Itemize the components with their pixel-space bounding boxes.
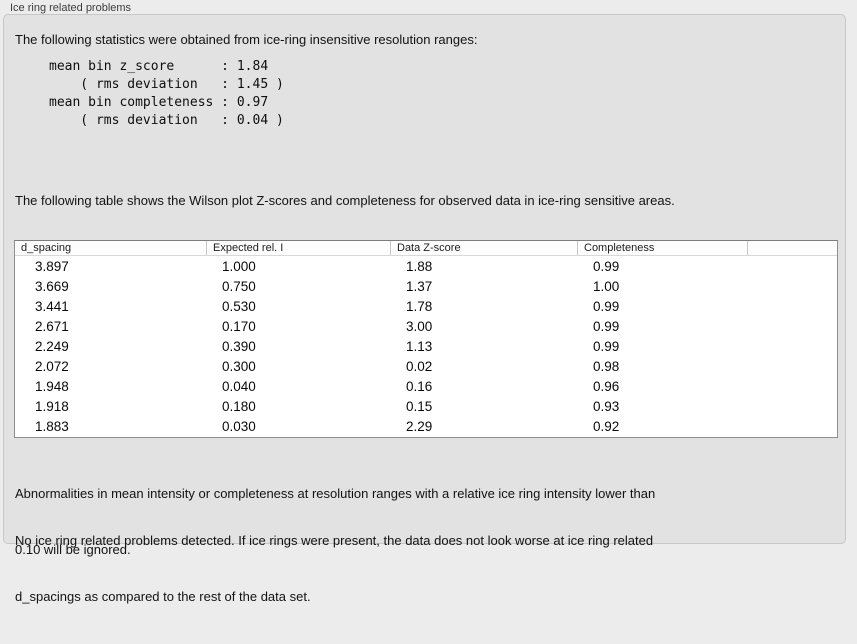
table-cell: 0.16	[406, 379, 433, 395]
table-cell: 1.13	[406, 338, 433, 354]
column-header-d-spacing[interactable]: d_spacing	[21, 242, 72, 254]
table-cell: 1.918	[35, 399, 69, 415]
column-header-filler	[747, 241, 837, 255]
table-cell: 0.300	[222, 359, 256, 375]
table-row[interactable]: 3.897 1.000 1.88 0.99	[15, 256, 837, 276]
table-body: 3.897 1.000 1.88 0.99 3.669 0.750 1.37 1.00 3.44…	[15, 256, 837, 437]
table-row[interactable]: 2.072 0.300 0.02 0.98	[15, 356, 837, 376]
table-cell: 0.390	[222, 338, 256, 354]
conclusion-line: No ice ring related problems detected. I…	[15, 533, 654, 549]
table-cell: 1.883	[35, 419, 69, 435]
table-cell: 3.669	[35, 278, 69, 294]
column-header-data-z-score[interactable]: Data Z-score	[390, 241, 577, 255]
ignore-note-line: Abnormalities in mean intensity or compl…	[15, 486, 656, 502]
table-cell: 0.93	[593, 399, 620, 415]
stats-block: mean bin z_score : 1.84 ( rms deviation …	[49, 58, 284, 130]
groupbox-title: Ice ring related problems	[10, 2, 132, 14]
table-cell: 1.00	[593, 278, 620, 294]
table-row[interactable]: 1.883 0.030 2.29 0.92	[15, 417, 837, 437]
table-cell: 3.897	[35, 258, 69, 274]
table-cell: 1.88	[406, 258, 433, 274]
ice-ring-panel: Ice ring related problems The following …	[3, 2, 846, 604]
stat-line-mean-completeness: mean bin completeness : 0.97	[49, 95, 269, 110]
table-row[interactable]: 1.948 0.040 0.16 0.96	[15, 377, 837, 397]
table-cell: 0.99	[593, 318, 620, 334]
table-cell: 2.249	[35, 338, 69, 354]
description-line: The following table shows the Wilson plo…	[15, 193, 675, 209]
table-cell: 3.00	[406, 318, 433, 334]
table-header-row: d_spacing Expected rel. I Data Z-score C…	[15, 241, 837, 256]
table-cell: 1.78	[406, 298, 433, 314]
table-row[interactable]: 3.669 0.750 1.37 1.00	[15, 276, 837, 296]
conclusion-text: No ice ring related problems detected. I…	[15, 495, 653, 644]
table-cell: 0.170	[222, 318, 256, 334]
table-cell: 0.15	[406, 399, 433, 415]
stat-line-c-rms-deviation: ( rms deviation : 0.04 )	[49, 113, 284, 128]
stat-line-z-rms-deviation: ( rms deviation : 1.45 )	[49, 77, 284, 92]
table-cell: 0.530	[222, 298, 256, 314]
table-row[interactable]: 1.918 0.180 0.15 0.93	[15, 397, 837, 417]
table-row[interactable]: 3.441 0.530 1.78 0.99	[15, 296, 837, 316]
stat-line-mean-z-score: mean bin z_score : 1.84	[49, 59, 269, 74]
table-cell: 0.99	[593, 298, 620, 314]
table-cell: 2.072	[35, 359, 69, 375]
table-cell: 2.671	[35, 318, 69, 334]
conclusion-line: d_spacings as compared to the rest of th…	[15, 588, 311, 604]
table-cell: 0.180	[222, 399, 256, 415]
table-cell: 0.96	[593, 379, 620, 395]
ice-ring-table: d_spacing Expected rel. I Data Z-score C…	[14, 240, 838, 438]
table-cell: 0.030	[222, 419, 256, 435]
table-row[interactable]: 2.671 0.170 3.00 0.99	[15, 316, 837, 336]
column-header-completeness[interactable]: Completeness	[577, 241, 747, 255]
table-cell: 0.99	[593, 258, 620, 274]
table-cell: 0.92	[593, 419, 620, 435]
table-cell: 0.98	[593, 359, 620, 375]
table-row[interactable]: 2.249 0.390 1.13 0.99	[15, 336, 837, 356]
table-cell: 3.441	[35, 298, 69, 314]
table-cell: 1.000	[222, 258, 256, 274]
stats-intro-text: The following statistics were obtained f…	[15, 32, 478, 47]
table-cell: 0.02	[406, 359, 433, 375]
table-cell: 0.99	[593, 338, 620, 354]
column-header-expected-rel-i[interactable]: Expected rel. I	[206, 241, 390, 255]
table-cell: 0.750	[222, 278, 256, 294]
table-cell: 0.040	[222, 379, 256, 395]
table-cell: 1.948	[35, 379, 69, 395]
table-cell: 2.29	[406, 419, 433, 435]
ice-ring-groupbox: The following statistics were obtained f…	[3, 14, 846, 604]
table-cell: 1.37	[406, 278, 433, 294]
